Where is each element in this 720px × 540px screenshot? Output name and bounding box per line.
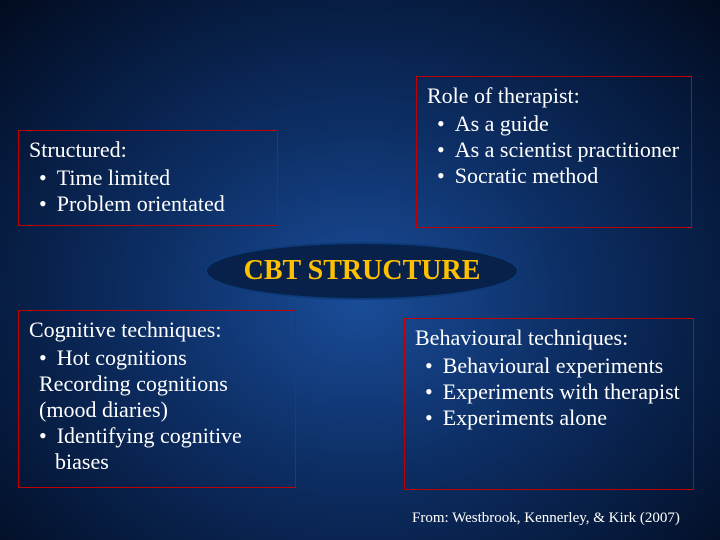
list-item: Behavioural experiments <box>415 353 683 379</box>
box-therapist-title: Role of therapist: <box>427 83 681 109</box>
center-label: CBT STRUCTURE <box>244 255 481 287</box>
box-behavioural-list: Behavioural experiments Experiments with… <box>415 353 683 431</box>
list-item: Socratic method <box>427 163 681 189</box>
box-cognitive-title: Cognitive techniques: <box>29 317 285 343</box>
box-cognitive: Cognitive techniques: Hot cognitions Rec… <box>18 310 296 488</box>
plain-line: Recording cognitions <box>29 371 285 397</box>
box-therapist-list: As a guide As a scientist practitioner S… <box>427 111 681 189</box>
list-item: Time limited <box>29 165 267 191</box>
box-cognitive-list-post: Identifying cognitive biases <box>29 423 285 475</box>
list-item: Experiments with therapist <box>415 379 683 405</box>
list-item: As a guide <box>427 111 681 137</box>
center-oval: CBT STRUCTURE <box>205 242 519 300</box>
box-behavioural: Behavioural techniques: Behavioural expe… <box>404 318 694 490</box>
box-structured-title: Structured: <box>29 137 267 163</box>
list-item: Hot cognitions <box>29 345 285 371</box>
list-item: Problem orientated <box>29 191 267 217</box>
box-structured: Structured: Time limited Problem orienta… <box>18 130 278 226</box>
box-therapist: Role of therapist: As a guide As a scien… <box>416 76 692 228</box>
plain-line: (mood diaries) <box>29 397 285 423</box>
box-structured-list: Time limited Problem orientated <box>29 165 267 217</box>
list-item: Identifying cognitive biases <box>29 423 285 475</box>
list-item: Experiments alone <box>415 405 683 431</box>
citation: From: Westbrook, Kennerley, & Kirk (2007… <box>412 510 680 527</box>
box-behavioural-title: Behavioural techniques: <box>415 325 683 351</box>
box-cognitive-list-pre: Hot cognitions <box>29 345 285 371</box>
list-item: As a scientist practitioner <box>427 137 681 163</box>
